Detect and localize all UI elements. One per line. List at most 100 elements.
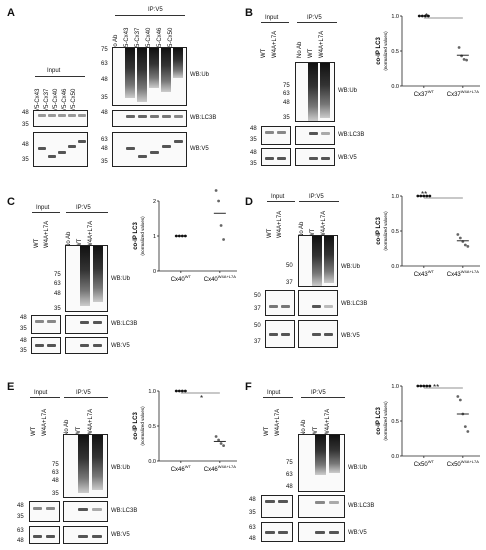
wb-label: WB:Ub xyxy=(111,465,131,471)
input-header: Input xyxy=(36,205,50,211)
y-tick-label: 0.0 xyxy=(148,459,156,465)
wb-label: WB:Ub xyxy=(348,465,368,471)
western-blot-lc3b-input xyxy=(261,495,293,518)
data-point xyxy=(214,189,218,192)
western-blot-lc3b-ip xyxy=(298,290,338,316)
scatter-plot-d: 0.0 0.5 1.0 co-IP LC3 (normalized values) Cx4… xyxy=(376,194,480,278)
western-blot-ub xyxy=(112,47,187,106)
y-tick-label: 1 xyxy=(153,234,156,240)
y-axis-sublabel: (normalized values) xyxy=(383,31,388,71)
western-blot-lc3b-input xyxy=(33,110,88,127)
data-point xyxy=(456,233,460,236)
scatter-plot-f: 0.0 0.5 1.0 co-IP LC3 (normalized values) Cx5… xyxy=(376,384,480,468)
western-blot-v5-input xyxy=(265,320,295,348)
western-blot-ub xyxy=(298,235,338,287)
data-point xyxy=(463,243,467,247)
lane-label: W4A+L7A xyxy=(44,220,50,248)
ip-header: IP:V5 xyxy=(76,390,91,396)
lane-label: W4A+L7A xyxy=(42,408,48,436)
input-header: Input xyxy=(267,390,281,396)
y-tick-label: 1.0 xyxy=(391,194,399,200)
western-blot-v5-input xyxy=(33,132,88,167)
data-point xyxy=(463,425,467,428)
wb-label: WB:LC3B xyxy=(111,321,138,327)
x-tick-label: Cx46WT xyxy=(171,464,192,473)
x-tick-label: Cx50WT xyxy=(414,459,435,468)
data-point xyxy=(416,384,420,388)
y-tick-label: 0.5 xyxy=(391,229,399,235)
ip-header: IP:V5 xyxy=(309,194,324,200)
ip-header: IP:V5 xyxy=(76,205,91,211)
western-blot-ub xyxy=(298,434,345,492)
wb-label: WB:LC3B xyxy=(111,508,138,514)
western-blot-v5-input xyxy=(29,526,60,544)
western-blot-v5-input xyxy=(31,337,61,354)
panel-label: F xyxy=(245,381,252,393)
data-point xyxy=(466,430,470,433)
data-point xyxy=(458,236,462,240)
y-axis-label: co-IP LC3 xyxy=(376,407,382,435)
wb-label: WB:LC3B xyxy=(338,132,365,138)
data-point xyxy=(219,442,223,445)
y-axis-label: co-IP LC3 xyxy=(133,222,139,250)
wb-label: WB:LC3B xyxy=(348,503,375,509)
western-blot-lc3b-input xyxy=(29,501,60,522)
data-point xyxy=(222,444,225,447)
western-blot-v5-ip xyxy=(63,526,108,544)
data-point xyxy=(217,199,220,203)
x-tick-label: Cx40WT xyxy=(171,274,192,283)
panel-c: C Input IP:V5 WT W4A+L7A No Ab WT W4A+L7… xyxy=(7,196,138,354)
lane-label: V5-Cx46 xyxy=(62,88,68,112)
wb-label: WB:V5 xyxy=(190,146,209,152)
input-header: Input xyxy=(265,15,279,21)
wb-label: WB:Ub xyxy=(341,264,361,270)
scatter-plot-c: 0 1 2 co-IP LC3 (normalized values) Cx40WT Cx4… xyxy=(133,189,237,283)
y-tick-label: 0.5 xyxy=(391,49,399,55)
y-tick-label: 1.0 xyxy=(391,14,399,20)
y-axis-label: co-IP LC3 xyxy=(376,37,382,65)
wb-label: WB:Ub xyxy=(190,72,210,78)
panel-b: B Input IP:V5 WT W4A+L7A No Ab WT W4A+L7… xyxy=(243,0,486,175)
western-blot-lc3b-input xyxy=(31,315,61,334)
panel-label: D xyxy=(245,196,253,208)
y-axis-label: co-IP LC3 xyxy=(376,217,382,245)
lane-label: W4A+L7A xyxy=(277,210,283,238)
data-point xyxy=(466,245,470,248)
western-blot-lc3b-ip xyxy=(112,110,187,127)
western-blot-v5-ip xyxy=(295,148,335,166)
western-blot-v5-input xyxy=(261,522,293,542)
data-point xyxy=(219,224,223,227)
lane-label: WT xyxy=(308,48,314,58)
panel-label: E xyxy=(7,381,15,393)
y-tick-label: 0 xyxy=(153,269,156,275)
ip-header: IP:V5 xyxy=(148,7,163,13)
lane-label: V5-Cx40 xyxy=(53,88,59,112)
significance-marker: ** xyxy=(421,190,428,199)
scatter-plot-e: 0.0 0.5 1.0 co-IP LC3 (normalized values) Cx4… xyxy=(133,389,237,473)
western-blot-v5-ip xyxy=(112,132,187,167)
significance-marker: * xyxy=(200,394,204,403)
input-header: Input xyxy=(34,390,48,396)
data-point xyxy=(465,58,468,62)
western-blot-ub xyxy=(295,62,335,122)
x-tick-label: Cx37W4A+L7A xyxy=(447,89,479,98)
western-blot-v5-ip xyxy=(65,337,108,354)
lane-label: WT xyxy=(31,426,37,436)
panel-label: A xyxy=(7,7,15,19)
wb-label: WB:Ub xyxy=(338,88,358,94)
x-tick-label: Cx37WT xyxy=(414,89,435,98)
data-point xyxy=(217,438,220,442)
y-tick-label: 0.0 xyxy=(391,264,399,270)
lane-label: WT xyxy=(261,48,267,58)
significance-marker: ** xyxy=(433,383,440,392)
x-tick-label: Cx50W4A+L7A xyxy=(447,459,479,468)
y-axis-label: co-IP LC3 xyxy=(133,412,139,440)
x-tick-label: Cx46W4A+L7A xyxy=(204,464,236,473)
input-header: Input xyxy=(271,194,285,200)
y-tick-label: 0.0 xyxy=(391,454,399,460)
data-point xyxy=(222,238,225,241)
y-axis-sublabel: (normalized values) xyxy=(383,211,388,251)
panel-f: F Input IP:V5 WT W4A+L7A No Ab WT W4A+L7… xyxy=(245,381,440,542)
wb-label: WB:Ub xyxy=(111,276,131,282)
lane-label: WT xyxy=(264,426,270,436)
